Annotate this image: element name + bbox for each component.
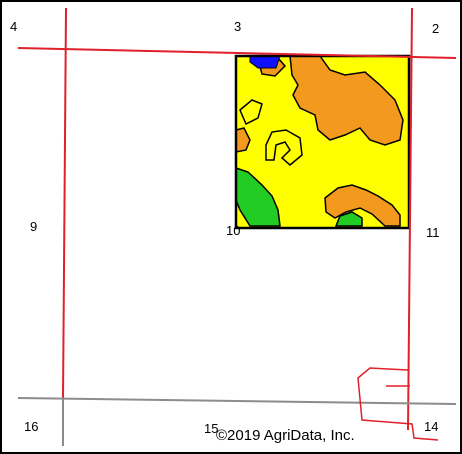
road-line-south [17,397,457,405]
section-label-9: 9 [30,219,38,234]
soil-unit-orange-4 [324,184,401,227]
section-line-west [62,7,67,401]
section-lines [17,7,457,446]
section-label-4: 4 [10,19,18,34]
field-boundary [234,54,411,230]
soil-unit-boundary-2 [239,99,263,126]
section-label-2: 2 [432,21,440,36]
parcel-line-south [357,367,439,441]
section-label-14: 14 [424,419,439,434]
section-label-16: 16 [24,419,39,434]
section-label-10: 10 [226,223,241,238]
section-line-east [407,7,413,431]
section-label-15: 15 [204,421,219,436]
soil-unit-boundary-1 [265,129,303,166]
section-line-north [17,47,457,59]
section-label-11: 11 [426,225,440,240]
soil-unit-green-2 [334,211,363,227]
soil-unit-orange-1 [289,55,404,146]
copyright-text: ©2019 AgriData, Inc. [216,427,355,444]
field-soil-polygon [234,54,411,230]
section-label-3: 3 [234,19,242,34]
soil-unit-green-1 [235,166,281,227]
